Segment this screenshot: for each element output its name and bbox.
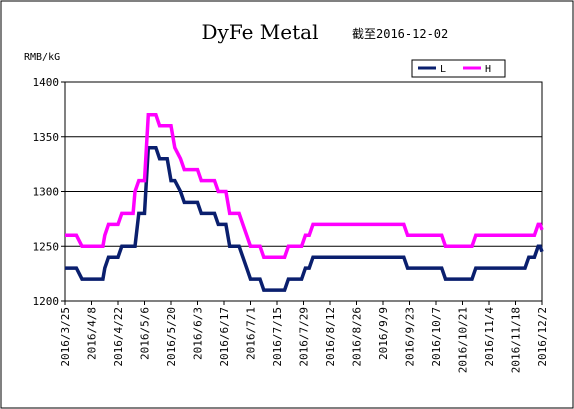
x-tick-label: 2016/11/18	[510, 307, 523, 373]
y-tick-label: 1200	[33, 295, 60, 308]
series-lines	[65, 113, 544, 292]
x-tick-label: 2016/7/15	[271, 307, 284, 367]
y-unit-label: RMB/kG	[24, 52, 60, 63]
x-tick-label: 2016/6/17	[218, 307, 231, 367]
x-tick-label: 2016/12/2	[536, 307, 549, 367]
y-tick-label: 1350	[33, 131, 60, 144]
x-tick-label: 2016/5/6	[139, 307, 152, 360]
x-tick-label: 2016/3/25	[59, 307, 72, 367]
y-tick-label: 1400	[33, 76, 60, 89]
legend: L H	[411, 59, 506, 78]
chart-subtitle: 截至2016-12-02	[352, 27, 448, 41]
y-tick-label: 1250	[33, 240, 60, 253]
x-tick-label: 2016/4/8	[86, 307, 99, 360]
y-tick-label: 1300	[33, 186, 60, 199]
x-tick-label: 2016/9/23	[404, 307, 417, 367]
series-line-h	[65, 113, 544, 259]
x-tick-label: 2016/10/7	[430, 307, 443, 367]
chart-title: DyFe Metal	[202, 20, 319, 44]
x-tick-label: 2016/5/20	[165, 307, 178, 367]
x-tick-label: 2016/11/4	[483, 307, 496, 367]
x-tick-label: 2016/9/9	[377, 307, 390, 360]
legend-box	[411, 59, 506, 78]
x-tick-label: 2016/7/29	[298, 307, 311, 367]
y-axis: 1200 1250 1300 1350 1400	[33, 76, 65, 308]
x-tick-label: 2016/7/1	[245, 307, 258, 360]
x-axis: 2016/3/25 2016/4/8 2016/4/22 2016/5/6 2016/5…	[59, 301, 549, 373]
x-tick-label: 2016/6/3	[192, 307, 205, 360]
x-tick-label: 2016/4/22	[112, 307, 125, 367]
series-line-l	[65, 145, 544, 292]
legend-label-l: L	[440, 64, 446, 75]
x-tick-label: 2016/8/12	[324, 307, 337, 367]
x-tick-label: 2016/10/21	[457, 307, 470, 373]
x-tick-label: 2016/8/26	[351, 307, 364, 367]
legend-label-h: H	[485, 64, 491, 75]
